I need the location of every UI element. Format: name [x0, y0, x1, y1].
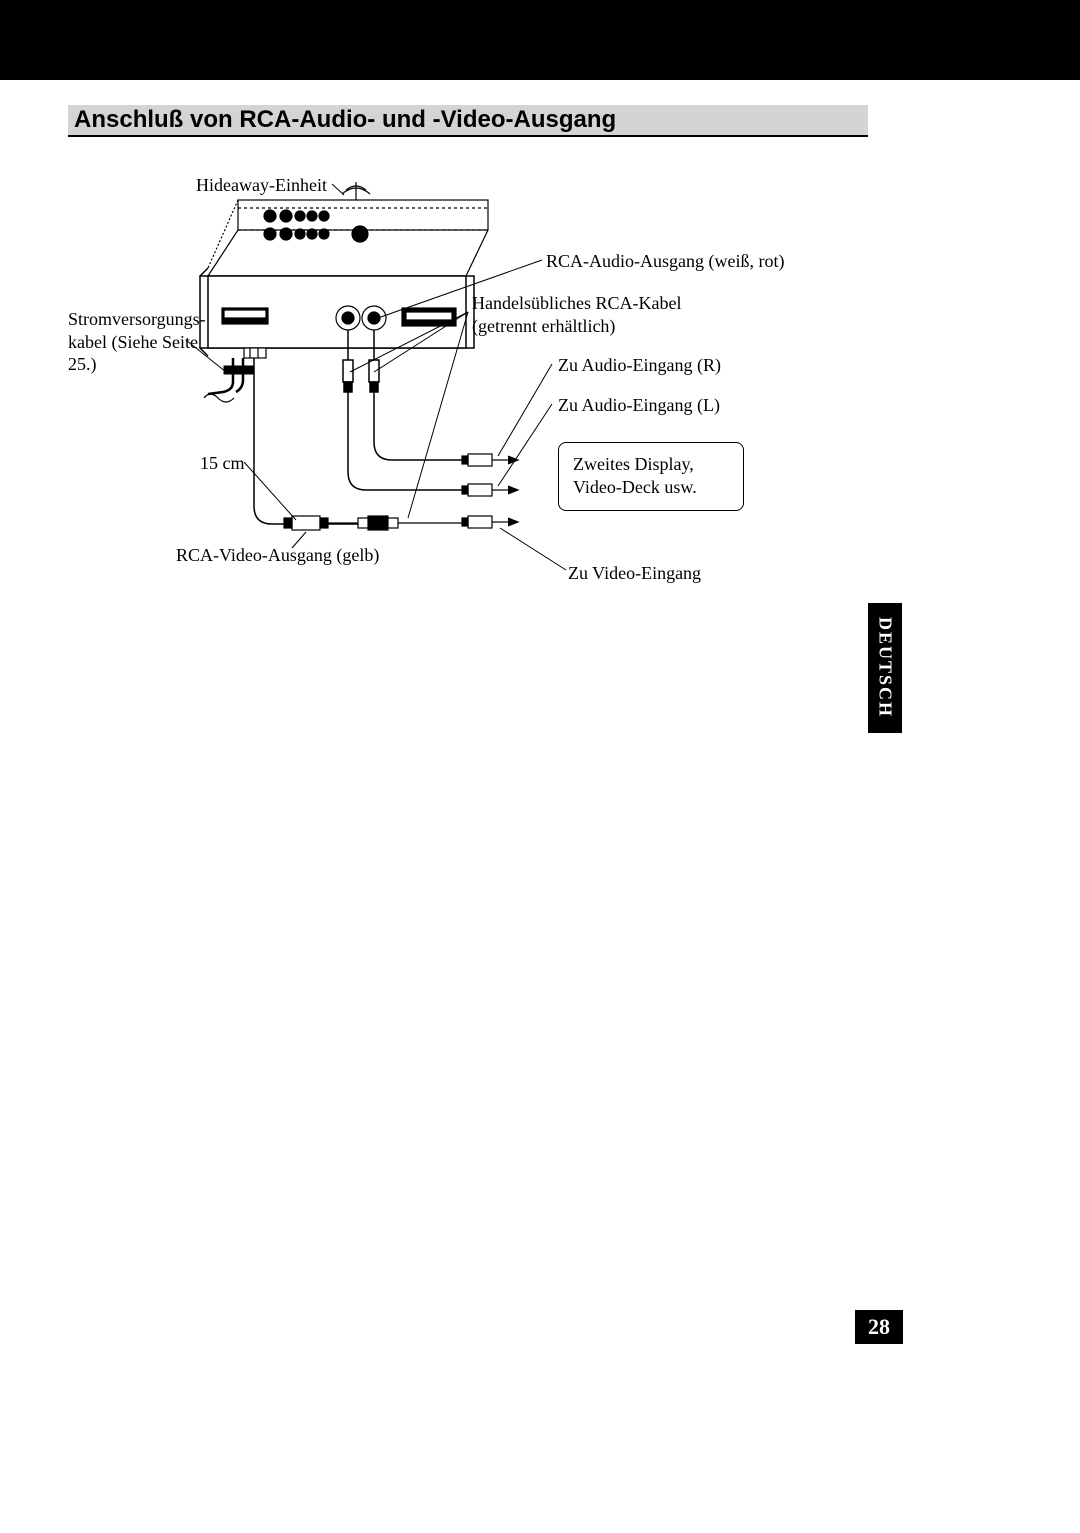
label-hideaway: Hideaway-Einheit: [196, 174, 327, 197]
label-power-cable: Stromversorgungs- kabel (Siehe Seite 25.…: [68, 308, 206, 376]
label-rca-audio-out: RCA-Audio-Ausgang (weiß, rot): [546, 250, 784, 273]
label-audio-in-l: Zu Audio-Eingang (L): [558, 394, 720, 417]
label-power-l2: kabel (Siehe Seite: [68, 332, 198, 352]
page-number-badge: 28: [855, 1310, 903, 1344]
section-title-bar: Anschluß von RCA-Audio- und -Video-Ausga…: [68, 105, 868, 137]
label-rca-cable-l2: (getrennt erhältlich): [472, 316, 615, 336]
label-rca-cable: Handelsübliches RCA-Kabel (getrennt erhä…: [472, 292, 681, 337]
label-power-l3: 25.): [68, 354, 97, 374]
label-15cm: 15 cm: [200, 452, 245, 475]
label-video-in: Zu Video-Eingang: [568, 562, 701, 585]
language-side-tab: DEUTSCH: [868, 603, 902, 733]
device-l1: Zweites Display,: [573, 454, 694, 474]
device-box: Zweites Display, Video-Deck usw.: [558, 442, 744, 511]
label-rca-video-out: RCA-Video-Ausgang (gelb): [176, 544, 379, 567]
label-rca-cable-l1: Handelsübliches RCA-Kabel: [472, 293, 681, 313]
label-power-l1: Stromversorgungs-: [68, 309, 206, 329]
label-audio-in-r: Zu Audio-Eingang (R): [558, 354, 721, 377]
connection-diagram: Hideaway-Einheit RCA-Audio-Ausgang (weiß…: [68, 160, 848, 630]
device-l2: Video-Deck usw.: [573, 477, 697, 497]
top-header-bar: [0, 0, 1080, 80]
section-title: Anschluß von RCA-Audio- und -Video-Ausga…: [74, 106, 616, 134]
